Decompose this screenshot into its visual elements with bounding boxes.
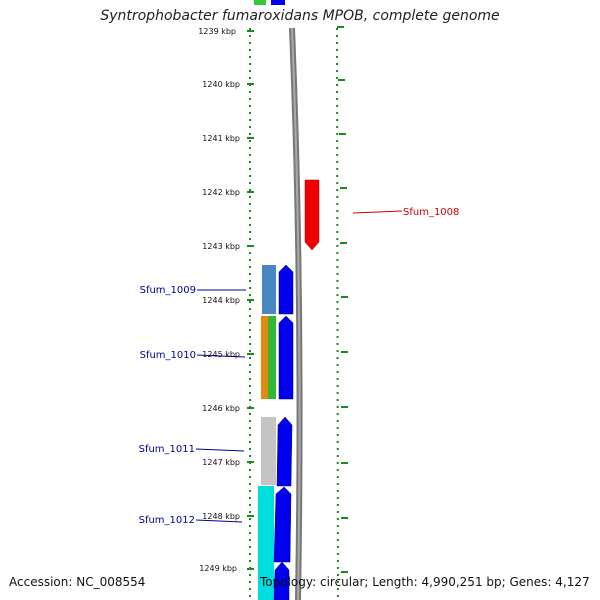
right-dotted-guide [336,27,339,600]
kbp-label: 1241 kbp [202,134,240,143]
feature-block-sfum-1010-green[interactable] [268,316,276,399]
genome-title: Syntrophobacter fumaroxidans MPOB, compl… [100,8,500,24]
gene-arrow-sfum-1012[interactable] [273,486,292,563]
kbp-label: 1242 kbp [202,188,240,197]
kbp-label-top-partial: 1239 kbp [198,27,236,36]
kbp-label: 1247 kbp [202,458,240,467]
kbp-ruler-labels: 1239 kbp 1240 kbp 1241 kbp 1242 kbp 1243… [198,27,240,573]
gene-arrow-sfum-1010[interactable] [278,315,294,400]
right-kbp-ticks [337,26,348,573]
feature-block-sfum-1010-orange[interactable] [261,316,268,399]
kbp-label: 1240 kbp [202,80,240,89]
left-kbp-ticks [247,30,254,570]
genome-summary-text: Topology: circular; Length: 4,990,251 bp… [260,575,590,589]
gene-label-sfum-1009[interactable]: Sfum_1009 [140,285,196,296]
gene-arrow-sfum-1011[interactable] [276,416,293,487]
partial-feature-top-green [254,0,266,5]
gene-label-sfum-1010[interactable]: Sfum_1010 [140,350,196,361]
gene-label-sfum-1012[interactable]: Sfum_1012 [139,515,195,526]
leader-line-sfum-1011 [195,448,245,452]
kbp-label: 1243 kbp [202,242,240,251]
accession-text: Accession: NC_008554 [9,575,146,589]
kbp-label: 1248 kbp [202,512,240,521]
kbp-label: 1249 kbp [199,564,237,573]
gene-arrow-sfum-1009[interactable] [278,264,294,315]
kbp-label: 1244 kbp [202,296,240,305]
kbp-label: 1246 kbp [202,404,240,413]
feature-block-sfum-1011[interactable] [261,417,276,485]
feature-block-sfum-1009[interactable] [262,265,276,314]
partial-feature-top-blue [271,0,285,5]
gene-label-sfum-1011[interactable]: Sfum_1011 [139,444,195,455]
leader-line-sfum-1008 [352,210,403,214]
leader-line-sfum-1012 [195,519,243,523]
leader-line-sfum-1010 [196,354,246,358]
feature-block-sfum-1012[interactable] [258,486,274,600]
gene-arrow-next [273,561,290,600]
gene-arrow-sfum-1008[interactable] [304,179,320,251]
kbp-label: 1245 kbp [202,350,240,359]
gene-label-sfum-1008[interactable]: Sfum_1008 [403,207,459,218]
